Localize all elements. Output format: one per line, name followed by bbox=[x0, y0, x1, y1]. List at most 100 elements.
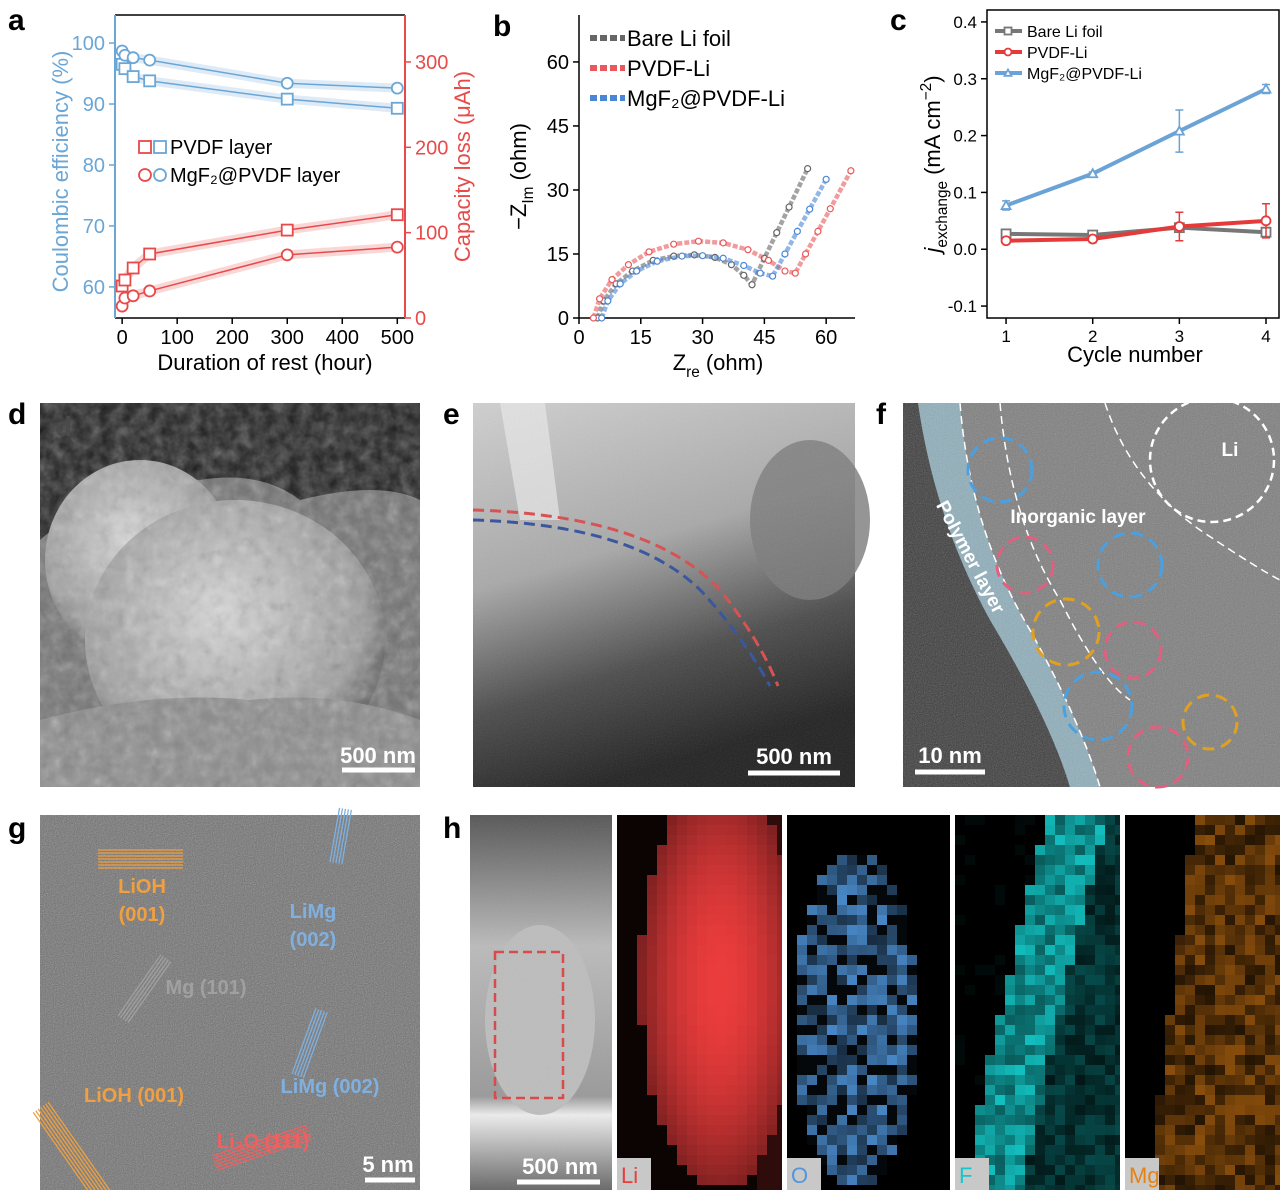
map-pixel bbox=[1185, 975, 1195, 985]
map-pixel bbox=[1275, 825, 1280, 835]
map-pixel bbox=[767, 995, 777, 1005]
map-pixel bbox=[767, 1115, 777, 1125]
marker bbox=[1175, 222, 1184, 231]
map-pixel bbox=[767, 1075, 777, 1085]
map-pixel bbox=[627, 895, 637, 905]
point bbox=[815, 228, 821, 234]
y2-tick-label: 100 bbox=[415, 223, 448, 245]
map-pixel bbox=[867, 855, 877, 865]
map-pixel bbox=[1275, 855, 1280, 865]
map-pixel bbox=[1075, 935, 1085, 945]
map-pixel bbox=[1255, 955, 1265, 965]
map-pixel bbox=[1195, 835, 1205, 845]
map-pixel bbox=[1175, 1025, 1185, 1035]
map-pixel bbox=[1055, 1175, 1065, 1185]
map-pixel bbox=[617, 1075, 627, 1085]
point bbox=[848, 168, 854, 174]
map-pixel bbox=[637, 925, 647, 935]
map-pixel bbox=[747, 975, 757, 985]
map-pixel bbox=[1195, 845, 1205, 855]
map-pixel bbox=[777, 1075, 782, 1085]
map-pixel bbox=[1105, 885, 1115, 895]
map-pixel bbox=[1025, 1185, 1035, 1190]
map-pixel bbox=[1115, 1115, 1120, 1125]
map-pixel bbox=[1055, 955, 1065, 965]
map-pixel bbox=[837, 865, 847, 875]
map-pixel bbox=[837, 885, 847, 895]
map-pixel bbox=[1005, 1015, 1015, 1025]
map-pixel bbox=[697, 955, 707, 965]
map-pixel bbox=[717, 935, 727, 945]
map-pixel bbox=[707, 1115, 717, 1125]
map-pixel bbox=[867, 1145, 877, 1155]
map-pixel bbox=[1165, 1105, 1175, 1115]
map-pixel bbox=[1085, 1085, 1095, 1095]
map-pixel bbox=[1005, 1125, 1015, 1135]
map-pixel bbox=[1185, 1155, 1195, 1165]
map-pixel bbox=[667, 935, 677, 945]
map-pixel bbox=[697, 1145, 707, 1155]
map-pixel bbox=[1225, 1115, 1235, 1125]
map-pixel bbox=[1215, 915, 1225, 925]
map-pixel bbox=[1045, 1085, 1055, 1095]
map-pixel bbox=[1055, 1065, 1065, 1075]
map-pixel bbox=[817, 975, 827, 985]
map-pixel bbox=[1075, 975, 1085, 985]
texture bbox=[470, 815, 612, 1190]
map-pixel bbox=[747, 1105, 757, 1115]
map-pixel bbox=[807, 945, 817, 955]
map-pixel bbox=[1045, 835, 1055, 845]
map-pixel bbox=[647, 1125, 657, 1135]
map-pixel bbox=[747, 1055, 757, 1065]
map-pixel bbox=[897, 1085, 907, 1095]
map-pixel bbox=[1115, 815, 1120, 825]
map-pixel bbox=[677, 1165, 687, 1175]
map-pixel bbox=[1025, 905, 1035, 915]
map-pixel bbox=[687, 1035, 697, 1045]
map-pixel bbox=[1205, 1155, 1215, 1165]
map-pixel bbox=[1245, 825, 1255, 835]
map-pixel bbox=[867, 965, 877, 975]
map-pixel bbox=[657, 835, 667, 845]
point bbox=[774, 230, 780, 236]
map-pixel bbox=[1045, 815, 1055, 825]
map-pixel bbox=[847, 1095, 857, 1105]
map-pixel bbox=[657, 1075, 667, 1085]
map-pixel bbox=[757, 915, 767, 925]
map-pixel bbox=[657, 1165, 667, 1175]
map-pixel bbox=[1265, 1135, 1275, 1145]
map-pixel bbox=[667, 1085, 677, 1095]
map-pixel bbox=[677, 1125, 687, 1135]
map-pixel bbox=[1075, 1135, 1085, 1145]
map-pixel bbox=[867, 995, 877, 1005]
map-pixel bbox=[1085, 1135, 1095, 1145]
map-pixel bbox=[737, 1015, 747, 1025]
map-pixel bbox=[727, 1075, 737, 1085]
map-pixel bbox=[737, 965, 747, 975]
map-pixel bbox=[617, 1055, 627, 1065]
map-pixel bbox=[985, 1105, 995, 1115]
map-pixel bbox=[847, 985, 857, 995]
map-pixel bbox=[847, 995, 857, 1005]
map-pixel bbox=[1185, 1085, 1195, 1095]
map-pixel bbox=[737, 1155, 747, 1165]
map-pixel bbox=[887, 1045, 897, 1055]
map-pixel bbox=[1225, 1135, 1235, 1145]
map-pixel bbox=[1065, 1185, 1075, 1190]
map-pixel bbox=[1175, 1005, 1185, 1015]
map-pixel bbox=[707, 855, 717, 865]
map-pixel bbox=[1095, 1155, 1105, 1165]
map-pixel bbox=[627, 925, 637, 935]
map-pixel bbox=[1155, 1095, 1165, 1105]
map-pixel bbox=[1095, 855, 1105, 865]
map-pixel bbox=[1175, 985, 1185, 995]
map-pixel bbox=[697, 1045, 707, 1055]
map-pixel bbox=[897, 1045, 907, 1055]
map-pixel bbox=[975, 1145, 985, 1155]
map-pixel bbox=[757, 1055, 767, 1065]
map-pixel bbox=[847, 1075, 857, 1085]
map-pixel bbox=[1255, 1095, 1265, 1105]
map-pixel bbox=[1005, 1055, 1015, 1065]
map-pixel bbox=[777, 1145, 782, 1155]
map-pixel bbox=[1035, 1065, 1045, 1075]
